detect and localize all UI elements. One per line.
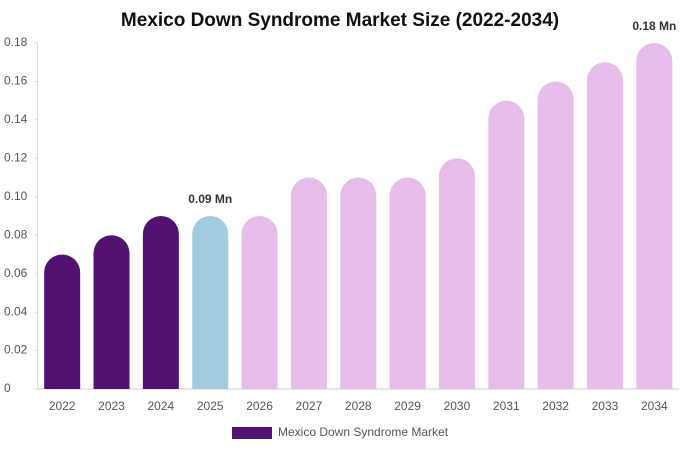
legend-swatch [232, 427, 272, 439]
y-tick-label: 0.14 [4, 112, 28, 126]
bar [192, 216, 229, 389]
bar [586, 62, 623, 389]
chart-title: Mexico Down Syndrome Market Size (2022-2… [121, 10, 559, 31]
x-tick-label: 2030 [444, 399, 471, 413]
bar [537, 81, 574, 389]
legend-label: Mexico Down Syndrome Market [278, 425, 449, 439]
y-tick-label: 0.16 [4, 74, 28, 88]
x-tick-label: 2022 [49, 399, 76, 413]
x-tick-label: 2031 [493, 399, 520, 413]
bar [241, 216, 278, 389]
x-tick-label: 2026 [246, 399, 273, 413]
x-tick-label: 2032 [542, 399, 569, 413]
x-tick-label: 2025 [197, 399, 224, 413]
x-tick-label: 2033 [592, 399, 619, 413]
bar [389, 177, 426, 389]
x-tick-label: 2029 [394, 399, 421, 413]
bar [488, 100, 525, 389]
value-label: 0.18 Mn [632, 19, 676, 33]
y-tick-label: 0 [4, 381, 11, 395]
y-tick-label: 0.18 [4, 35, 28, 49]
bar [340, 177, 377, 389]
x-tick-label: 2024 [148, 399, 175, 413]
bar [290, 177, 327, 389]
y-tick-label: 0.10 [4, 189, 28, 203]
bar [44, 254, 81, 389]
bar [93, 235, 130, 389]
bar [636, 43, 673, 389]
y-tick-label: 0.08 [4, 227, 28, 241]
value-label: 0.09 Mn [188, 192, 232, 206]
x-tick-label: 2028 [345, 399, 372, 413]
y-tick-label: 0.12 [4, 151, 28, 165]
bar [142, 216, 179, 389]
x-tick-label: 2034 [641, 399, 668, 413]
x-tick-label: 2023 [98, 399, 125, 413]
x-tick-label: 2027 [296, 399, 323, 413]
y-tick-label: 0.04 [4, 304, 28, 318]
y-tick-label: 0.02 [4, 343, 28, 357]
y-tick-label: 0.06 [4, 266, 28, 280]
bar [438, 158, 475, 389]
